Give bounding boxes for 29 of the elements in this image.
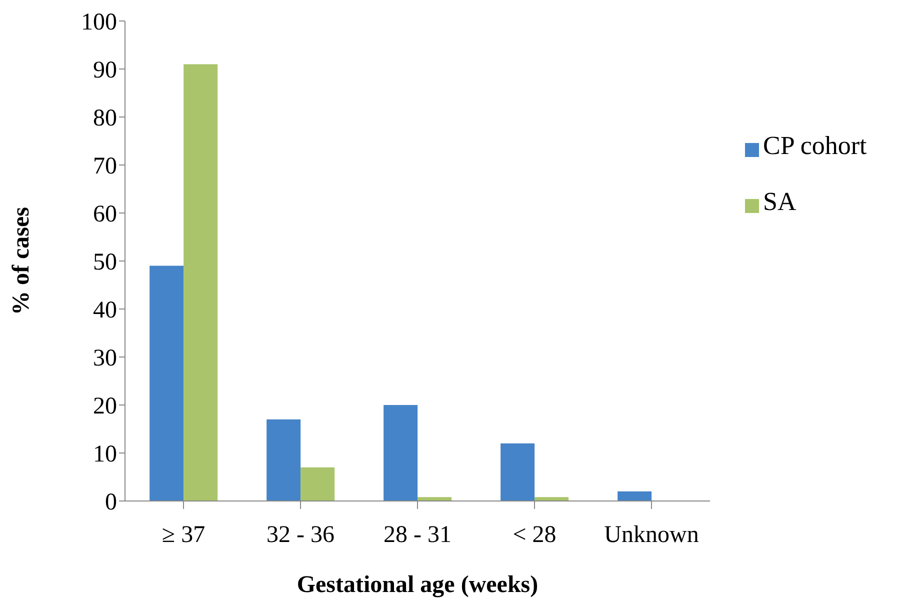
y-tick-label: 40 (93, 298, 117, 324)
bar (150, 266, 184, 501)
bar (418, 497, 452, 501)
y-tick-label: 50 (93, 250, 117, 276)
bar (184, 64, 218, 501)
x-tick-label: ≥ 37 (162, 522, 206, 548)
bar (384, 405, 418, 501)
y-tick-label: 20 (93, 394, 117, 420)
y-tick-label: 90 (93, 58, 117, 84)
bar (500, 443, 535, 501)
bar (300, 467, 335, 501)
bar (266, 419, 301, 501)
y-tick-label: 0 (105, 490, 117, 516)
y-tick-label: 10 (93, 442, 117, 468)
x-tick-label: Unknown (604, 522, 699, 548)
x-tick-label: < 28 (512, 522, 556, 548)
y-tick-label: 100 (81, 10, 117, 36)
legend-label: CP cohort (763, 131, 867, 160)
x-axis-title: Gestational age (weeks) (296, 572, 538, 598)
bar (534, 497, 569, 501)
y-axis-title: % of cases (8, 207, 35, 315)
x-tick-label: 28 - 31 (384, 522, 452, 548)
y-tick-label: 70 (93, 154, 117, 180)
y-tick-label: 80 (93, 106, 117, 132)
x-tick-label: 32 - 36 (266, 522, 334, 548)
bar (618, 491, 652, 501)
legend-label: SA (763, 187, 796, 216)
y-tick-label: 30 (93, 346, 117, 372)
y-tick-label: 60 (93, 202, 117, 228)
